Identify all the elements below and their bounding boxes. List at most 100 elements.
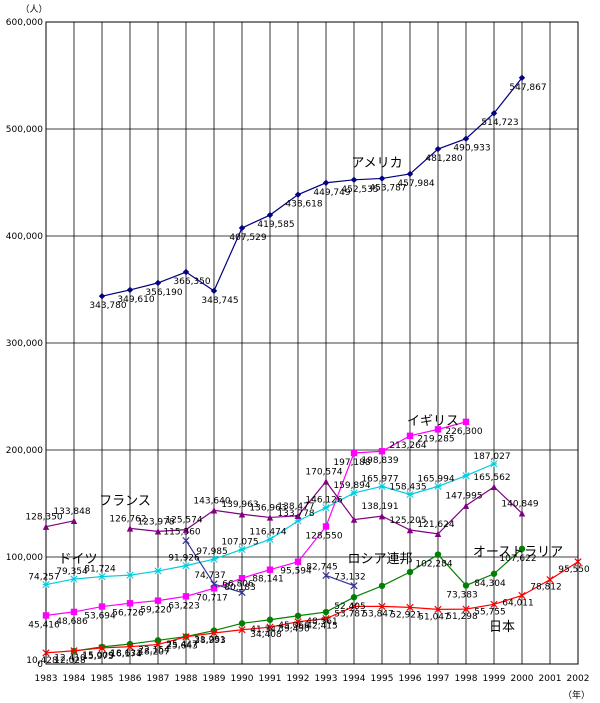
data-label: 452,535 [341,185,378,195]
data-label: 438,618 [285,200,322,210]
data-point [518,591,526,600]
x-tick-label: 2001 [539,674,562,684]
data-label: 51,298 [446,612,478,622]
data-label: 107,075 [221,537,258,547]
data-label: 41,347 [250,625,282,635]
data-point [210,629,218,637]
data-point [182,593,190,600]
data-point [322,478,330,485]
series-3 [42,478,526,538]
data-label: 226,300 [445,427,482,437]
data-label: 12,028 [54,656,86,666]
data-point [182,526,190,533]
data-label: 22,154 [138,645,170,655]
data-point [378,512,386,520]
data-label: 343,780 [89,301,126,311]
x-tick-label: 1995 [371,674,394,684]
x-tick-label: 1992 [287,674,310,684]
data-label: 453,787 [369,183,406,193]
data-label: 123,978 [137,517,174,527]
data-point [70,575,78,583]
data-label: 219,285 [417,434,454,444]
data-label: 139,963 [221,500,258,510]
series-2 [42,460,498,589]
x-tick-label: 1984 [63,674,86,684]
data-point [126,525,134,532]
data-label: 55,755 [474,607,506,617]
data-point [518,510,526,517]
data-point [406,490,414,499]
data-point [350,594,358,601]
data-point [182,562,190,570]
data-point [350,582,358,590]
data-label: 348,745 [201,296,238,306]
data-point [434,530,442,538]
data-point [98,603,106,610]
data-label: 197,188 [333,458,370,468]
y-tick-label: 100,000 [6,553,43,563]
x-tick-label: 1996 [399,674,422,684]
data-point [518,74,526,81]
data-label: 31,251 [194,636,226,646]
series-name-label: ロシア連邦 [347,552,412,567]
data-label: 15,975 [82,652,114,662]
series-6 [42,558,582,657]
y-tick-label: 600,000 [6,18,43,28]
x-tick-label: 1998 [455,674,478,684]
data-label: 79,354 [56,567,88,577]
data-point [378,602,386,611]
data-label: 95,594 [280,567,312,577]
data-point [154,567,162,575]
x-tick-label: 1997 [427,674,450,684]
data-point [378,482,386,490]
series-0 [98,74,526,300]
data-point [378,582,386,590]
data-label: 126,762 [109,514,146,524]
data-point [42,523,50,530]
data-label: 133,778 [277,509,314,519]
data-label: 12,410 [54,654,86,664]
data-point [126,286,134,294]
data-point [70,608,78,616]
data-point [266,514,274,521]
data-point [322,608,330,616]
data-label: 147,995 [445,492,482,502]
data-point [294,191,302,198]
data-label: 514,723 [481,118,518,128]
data-label: 91,926 [168,554,200,564]
data-point [238,511,246,518]
data-point [406,432,414,440]
data-point [238,620,246,627]
data-point [266,623,274,631]
data-label: 115,360 [163,528,200,538]
data-point [238,224,246,232]
data-label: 59,220 [140,606,172,616]
data-label: 25,643 [166,642,198,652]
data-point [434,605,442,614]
data-point [350,176,358,183]
data-label: 52,405 [334,602,366,612]
data-label: 419,585 [257,220,294,230]
data-label: 116,474 [249,527,286,537]
data-label: 18,207 [138,648,170,658]
data-label: 158,435 [389,482,426,492]
series-line [45,421,467,617]
data-point [182,536,190,545]
data-point [462,472,470,480]
series-name-label: ドイツ [58,552,97,567]
x-tick-label: 1991 [259,674,282,684]
data-point [42,580,50,589]
data-point [322,179,330,186]
x-tick-label: 1988 [175,674,198,684]
data-point [266,211,274,219]
data-label: 128,350 [25,513,62,523]
data-point [490,600,498,608]
data-label: 73,383 [446,590,478,600]
data-point [350,449,358,457]
data-point [210,585,218,592]
data-label: 16,174 [110,650,142,660]
data-point [406,526,414,534]
series-5 [70,545,526,655]
series-line [325,574,355,587]
data-point [490,570,498,577]
